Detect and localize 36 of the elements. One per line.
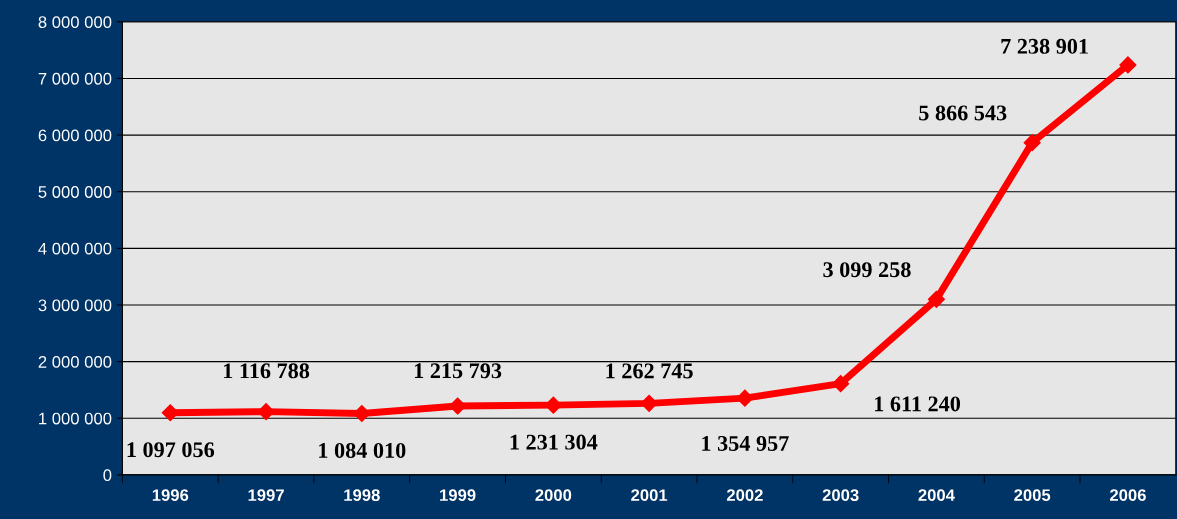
data-label: 1 097 056	[127, 442, 215, 458]
y-tick-label: 0	[103, 469, 112, 482]
data-label: 3 099 258	[823, 262, 911, 278]
y-tick-label: 7 000 000	[38, 72, 112, 85]
x-tick-label: 2000	[535, 489, 572, 502]
y-tick-label: 6 000 000	[38, 129, 112, 142]
x-tick-label: 2006	[1109, 489, 1146, 502]
point	[832, 375, 850, 393]
data-label: 5 866 543	[919, 105, 1007, 121]
y-tick-label: 4 000 000	[38, 242, 112, 255]
x-tick-label: 2001	[631, 489, 668, 502]
data-label: 1 231 304	[510, 434, 598, 450]
data-label: 1 611 240	[874, 396, 961, 412]
data-label: 1 215 793	[414, 363, 502, 379]
data-label: 7 238 901	[1001, 38, 1088, 54]
point	[1023, 134, 1041, 152]
y-tick-label: 5 000 000	[38, 186, 112, 198]
data-label: 1 262 745	[606, 363, 693, 379]
y-tick-label: 8 000 000	[38, 16, 112, 28]
y-tick-label: 3 000 000	[38, 299, 112, 312]
data-label: 1 116 788	[224, 363, 310, 379]
point	[736, 389, 754, 407]
x-tick-label: 1997	[248, 489, 284, 502]
x-tick-label: 1998	[344, 489, 380, 502]
x-tick-label: 1996	[152, 489, 189, 502]
x-tick-label: 2003	[822, 489, 859, 502]
point	[1119, 56, 1137, 74]
data-label: 1 354 957	[702, 436, 789, 451]
x-tick-label: 2005	[1014, 489, 1051, 502]
point	[927, 290, 945, 308]
y-tick-label: 1 000 000	[39, 412, 112, 425]
y-tick-label: 2 000 000	[38, 356, 112, 368]
x-tick-label: 2004	[918, 489, 955, 502]
data-label: 1 084 010	[319, 442, 406, 458]
x-tick-label: 2002	[726, 489, 763, 502]
x-tick-label: 1999	[440, 489, 476, 502]
